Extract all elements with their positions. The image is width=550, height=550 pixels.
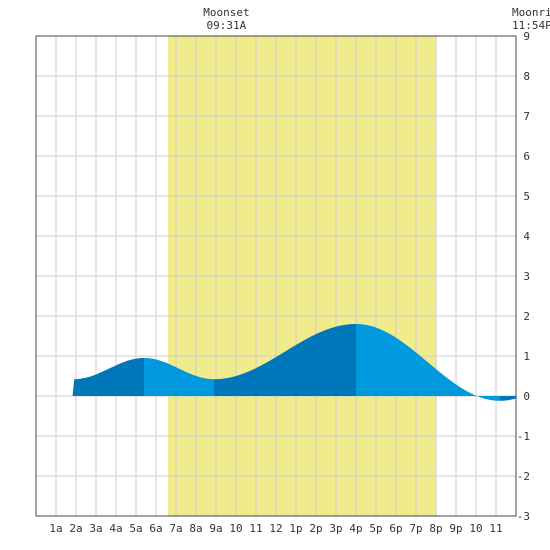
x-tick-label: 10	[229, 522, 242, 535]
y-tick-label: 1	[523, 350, 530, 363]
tide-segment-falling	[356, 324, 500, 401]
y-tick-label: 4	[523, 230, 530, 243]
x-tick-label: 8p	[429, 522, 442, 535]
x-tick-label: 5a	[129, 522, 142, 535]
x-tick-label: 12	[269, 522, 282, 535]
x-tick-label: 1p	[289, 522, 302, 535]
x-tick-label: 7p	[409, 522, 422, 535]
x-tick-label: 3a	[89, 522, 102, 535]
x-tick-label: 2p	[309, 522, 322, 535]
y-tick-label: 5	[523, 190, 530, 203]
y-tick-label: 0	[523, 390, 530, 403]
x-tick-label: 3p	[329, 522, 342, 535]
tide-segment-rising	[500, 396, 516, 401]
x-tick-label: 11	[489, 522, 502, 535]
y-tick-label: -3	[517, 510, 530, 523]
y-tick-label: 3	[523, 270, 530, 283]
tide-segment-falling	[144, 358, 214, 396]
x-tick-label: 7a	[169, 522, 182, 535]
horizontal-gridlines	[36, 75, 516, 477]
moonset-label: Moonset	[203, 6, 249, 19]
tide-segment-rising	[214, 324, 356, 396]
x-tick-label: 9a	[209, 522, 222, 535]
x-tick-label: 11	[249, 522, 262, 535]
x-tick-label: 1a	[49, 522, 62, 535]
x-tick-label: 6a	[149, 522, 162, 535]
y-tick-label: 9	[523, 30, 530, 43]
moonrise-label: Moonrise	[512, 6, 550, 19]
x-tick-label: 4p	[349, 522, 362, 535]
x-tick-label: 4a	[109, 522, 122, 535]
y-tick-label: 6	[523, 150, 530, 163]
y-tick-labels: -3 -2 -1 0 1 2 3 4 5 6 7 8 9	[517, 30, 531, 523]
x-tick-label: 10	[469, 522, 482, 535]
y-tick-label: 7	[523, 110, 530, 123]
tide-segment-rising	[36, 358, 144, 396]
y-tick-label: -1	[517, 430, 530, 443]
x-tick-labels: 1a 2a 3a 4a 5a 6a 7a 8a 9a 10 11 12 1p 2p 3p 4p 5p 6p 7p 8p…	[49, 522, 502, 535]
tide-area	[36, 324, 516, 401]
plot-border	[35, 35, 517, 517]
x-tick-label: 8a	[189, 522, 202, 535]
x-tick-label: 6p	[389, 522, 402, 535]
moon-annotations: Moonset 09:31A Moonrise 11:54P	[203, 6, 550, 32]
y-tick-label: 8	[523, 70, 530, 83]
moonrise-time: 11:54P	[512, 19, 550, 32]
y-tick-label: -2	[517, 470, 530, 483]
moonset-time: 09:31A	[207, 19, 247, 32]
x-tick-label: 9p	[449, 522, 462, 535]
x-tick-label: 5p	[369, 522, 382, 535]
y-tick-label: 2	[523, 310, 530, 323]
x-tick-label: 2a	[69, 522, 82, 535]
